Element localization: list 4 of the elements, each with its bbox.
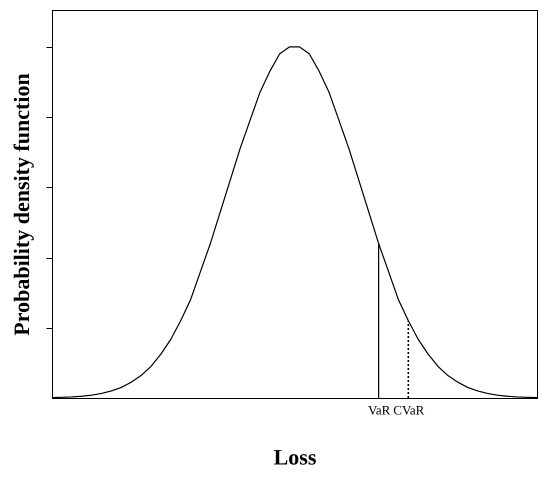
x-axis-title: Loss [274, 444, 317, 470]
x-tick-label: CVaR [393, 402, 425, 418]
y-axis-title: Probability density function [9, 73, 34, 336]
x-tick-label: VaR [368, 402, 391, 418]
